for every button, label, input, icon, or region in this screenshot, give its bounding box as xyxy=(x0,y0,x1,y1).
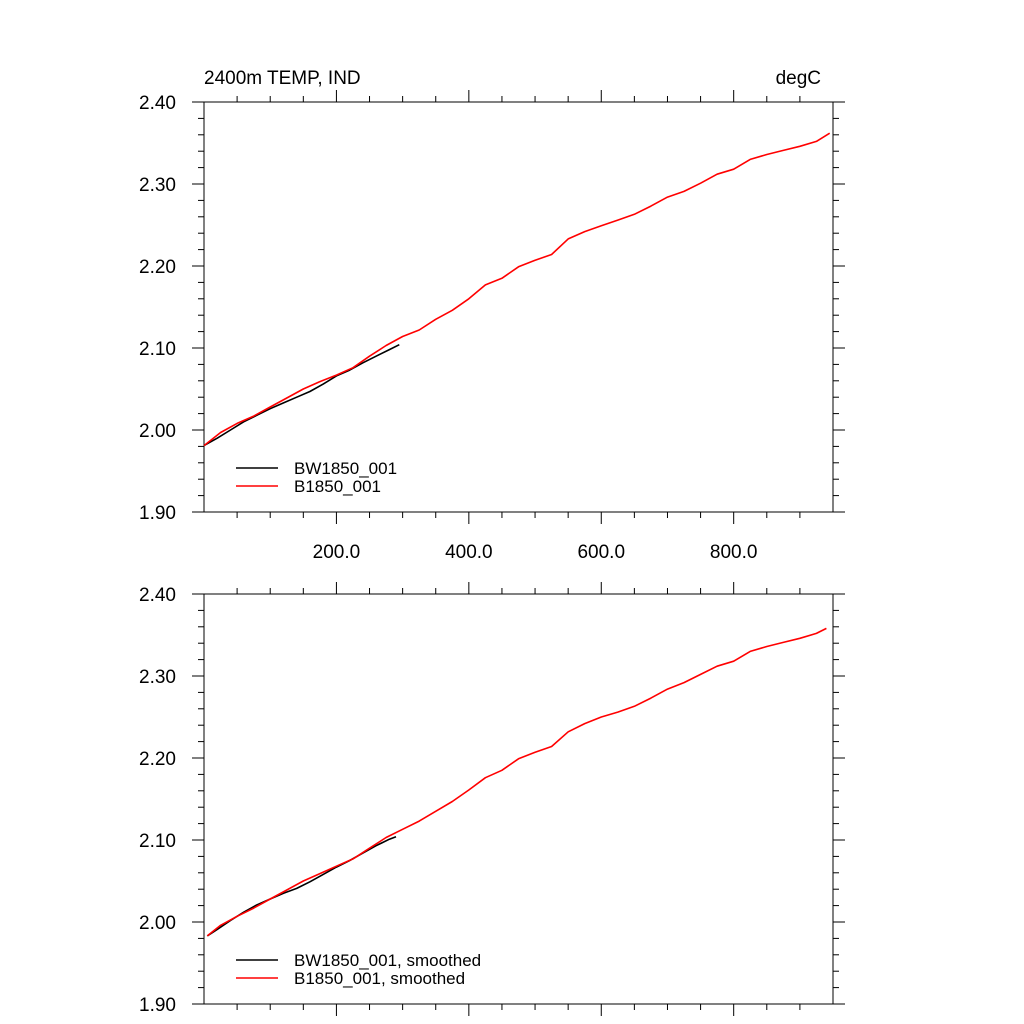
bottom-legend-label: B1850_001, smoothed xyxy=(294,969,465,988)
top-y-tick-label: 2.10 xyxy=(139,339,176,360)
bottom-y-tick-label: 2.40 xyxy=(139,585,176,606)
top-series-black-line xyxy=(203,343,400,447)
top-legend-label: B1850_001 xyxy=(294,477,381,496)
units-label: degC xyxy=(776,68,821,89)
top-series-red-line xyxy=(203,132,831,447)
bottom-y-tick-label: 2.20 xyxy=(139,749,176,770)
bottom-y-tick-label: 1.90 xyxy=(139,995,176,1016)
top-x-tick-label: 400.0 xyxy=(445,542,493,563)
bottom-y-tick-label: 2.10 xyxy=(139,831,176,852)
top-y-tick-label: 2.20 xyxy=(139,257,176,278)
top-x-tick-label: 800.0 xyxy=(710,542,758,563)
bottom-series-red-line xyxy=(206,627,827,937)
top-legend-label: BW1850_001 xyxy=(294,459,397,478)
bottom-y-tick-label: 2.30 xyxy=(139,667,176,688)
top-y-tick-label: 2.30 xyxy=(139,175,176,196)
top-x-tick-label: 200.0 xyxy=(313,542,361,563)
bottom-series-black-line xyxy=(206,835,397,937)
top-chart-panel: 1.90 2.00 2.10 2.20 2.30 2.40 200.0 400.0 600.0 8… xyxy=(139,90,845,563)
top-y-tick-label: 1.90 xyxy=(139,503,176,524)
bottom-plot-frame xyxy=(203,593,834,1005)
top-y-tick-label: 2.40 xyxy=(139,93,176,114)
top-plot-frame xyxy=(203,101,834,513)
top-y-tick-label: 2.00 xyxy=(139,421,176,442)
bottom-legend-label: BW1850_001, smoothed xyxy=(294,951,481,970)
bottom-y-tick-label: 2.00 xyxy=(139,913,176,934)
bottom-chart-panel: 1.90 2.00 2.10 2.20 2.30 2.40 BW1850_001, smoo… xyxy=(139,582,845,1016)
top-x-tick-label: 600.0 xyxy=(577,542,625,563)
figure-title: 2400m TEMP, IND xyxy=(204,68,361,89)
